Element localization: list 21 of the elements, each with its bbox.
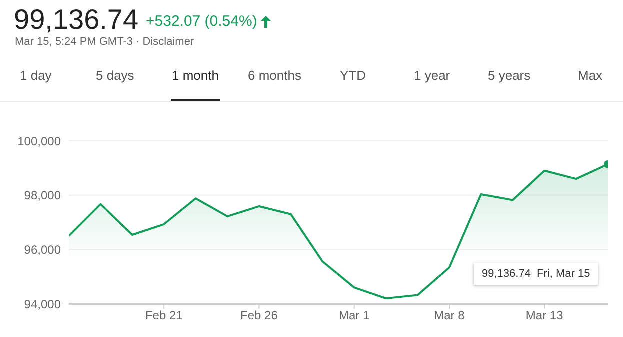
y-tick-label: 94,000 <box>24 297 62 312</box>
text: Max <box>578 68 603 83</box>
annotation: 99,136.74 Fri, Mar 15 <box>474 263 598 285</box>
x-tick-label: Mar 8 <box>434 308 466 323</box>
x-tick-label: Feb 26 <box>240 308 278 323</box>
text: 1 year <box>414 68 450 83</box>
text: 1 day <box>20 68 52 83</box>
y-tick-label: 96,000 <box>24 242 62 257</box>
text: 5 years <box>488 68 531 83</box>
y-tick-label: 98,000 <box>24 188 62 203</box>
text: 1 month <box>172 68 219 83</box>
x-tick-label: Mar 1 <box>339 308 370 323</box>
text: 5 days <box>96 68 134 83</box>
y-tick-label: 100,000 <box>18 134 62 148</box>
text: 6 months <box>248 68 302 83</box>
text: YTD <box>340 68 366 83</box>
text: Mar 15, 5:24 PM GMT-3 · Disclaimer <box>15 36 194 48</box>
chart-subtitle: +532.07 (0.54%) <box>146 13 258 30</box>
x-tick-label: Feb 21 <box>145 308 184 323</box>
chart-title: 99,136.74 <box>14 4 139 36</box>
x-tick-label: Mar 13 <box>526 308 564 323</box>
